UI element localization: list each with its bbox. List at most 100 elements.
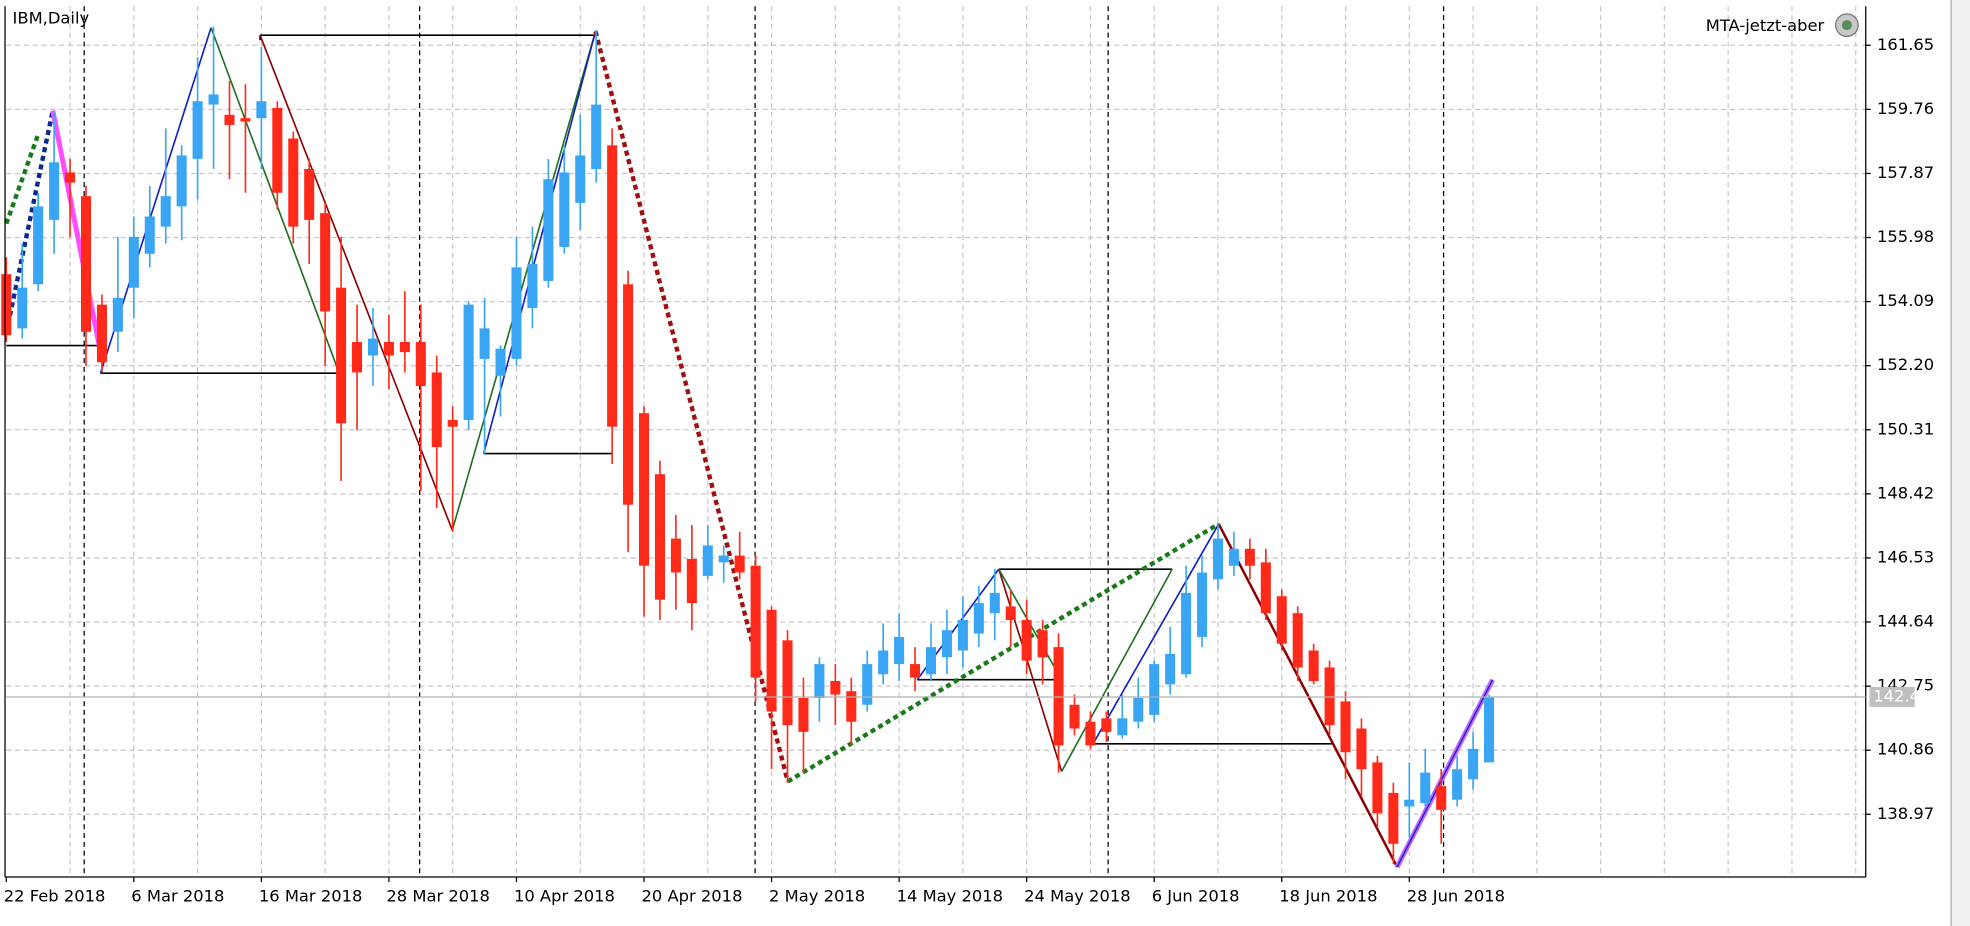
candle-body: [957, 619, 968, 651]
candle-body: [925, 647, 937, 675]
y-tick-label: 144.64: [1877, 612, 1934, 631]
y-tick-label: 150.31: [1877, 419, 1934, 438]
candle-body: [718, 555, 729, 563]
candle-body: [495, 348, 506, 376]
candle-body: [1037, 630, 1048, 658]
candle-body: [399, 341, 410, 353]
levels: [6, 34, 1332, 745]
y-tick-label: 146.53: [1877, 547, 1934, 566]
candle-body: [766, 609, 777, 712]
candle-body: [1069, 704, 1080, 729]
candle-body: [1276, 596, 1287, 644]
y-tick-label: 148.42: [1877, 483, 1934, 502]
candle-body: [1021, 619, 1032, 661]
y-tick-label: 159.76: [1877, 99, 1934, 118]
y-tick-label: 155.98: [1877, 227, 1934, 246]
candle-body: [1420, 772, 1431, 804]
wave-line: [1092, 523, 1220, 745]
candle-body: [256, 101, 267, 119]
scroll-strip: [1951, 0, 1970, 926]
candle-body: [591, 104, 602, 170]
candle-body: [304, 169, 315, 220]
candle-body: [192, 101, 203, 159]
candle-body: [1404, 799, 1415, 807]
x-tick-label: 20 Apr 2018: [642, 887, 743, 906]
x-tick-label: 16 Mar 2018: [259, 887, 363, 906]
x-tick-label: 6 Jun 2018: [1152, 887, 1240, 906]
axes: [4, 0, 1970, 926]
candle-body: [607, 145, 618, 427]
candle-body: [750, 565, 761, 678]
x-tick-label: 2 May 2018: [769, 887, 865, 906]
wave-line: [210, 27, 340, 374]
candle-body: [479, 328, 490, 359]
x-tick-label: 28 Mar 2018: [386, 887, 490, 906]
candle-body: [176, 155, 187, 207]
candle-body: [862, 664, 873, 705]
candle-body: [288, 138, 299, 227]
y-tick-label: 152.20: [1877, 355, 1934, 374]
candle-body: [65, 172, 76, 183]
wave-line: [998, 568, 1063, 772]
candle-body: [1228, 548, 1239, 566]
candle-body: [383, 341, 394, 356]
candle-body: [160, 196, 171, 227]
candle-body: [575, 155, 586, 203]
candle-body: [1483, 696, 1495, 763]
candle-body: [128, 236, 139, 288]
candle-body: [1356, 728, 1367, 770]
candle-body: [1, 274, 12, 336]
candle-body: [894, 636, 905, 665]
candle-body: [447, 419, 458, 427]
indicator-name: MTA-jetzt-aber: [1706, 16, 1825, 35]
candle-body: [830, 681, 841, 695]
candle-body: [112, 297, 123, 332]
candle-body: [782, 640, 793, 726]
wave-line: [451, 31, 597, 531]
candle-body: [463, 304, 474, 420]
candle-body: [1260, 562, 1271, 614]
wave-line: [1396, 679, 1494, 868]
candle-body: [33, 206, 44, 285]
candle-body: [1133, 697, 1144, 722]
candles: [1, 26, 1495, 865]
y-tick-label: 161.65: [1877, 35, 1934, 54]
candle-body: [1372, 762, 1383, 814]
candle-body: [511, 267, 522, 359]
candle-body: [686, 558, 697, 604]
candle-body: [1308, 650, 1319, 682]
candle-body: [208, 94, 219, 105]
candle-body: [336, 287, 347, 424]
candle-body: [798, 697, 809, 732]
candle-body: [1436, 786, 1447, 810]
candle-body: [559, 172, 570, 248]
candle-body: [1388, 792, 1399, 844]
candle-body: [240, 118, 251, 122]
candle-body: [654, 474, 665, 600]
wave-dashed: [786, 522, 1220, 784]
candle-body: [144, 216, 155, 254]
candle-body: [1244, 548, 1255, 566]
x-tick-label: 10 Apr 2018: [514, 887, 615, 906]
candle-body: [224, 114, 235, 125]
x-tick-label: 6 Mar 2018: [131, 887, 224, 906]
candle-body: [415, 341, 426, 387]
candle-body: [1117, 718, 1128, 736]
candle-body: [431, 372, 442, 448]
candle-body: [96, 304, 107, 363]
candle-body: [623, 284, 634, 505]
wave-line: [1060, 568, 1173, 772]
candle-body: [1085, 721, 1096, 746]
candle-body: [1197, 572, 1208, 637]
x-tick-label: 22 Feb 2018: [4, 887, 106, 906]
candle-body: [1181, 592, 1192, 675]
candle-body: [878, 650, 889, 675]
candle-body: [1053, 647, 1064, 746]
candle-body: [910, 664, 921, 678]
candle-body: [1165, 653, 1176, 685]
candle-body: [1468, 748, 1479, 780]
icon: [1841, 20, 1852, 31]
